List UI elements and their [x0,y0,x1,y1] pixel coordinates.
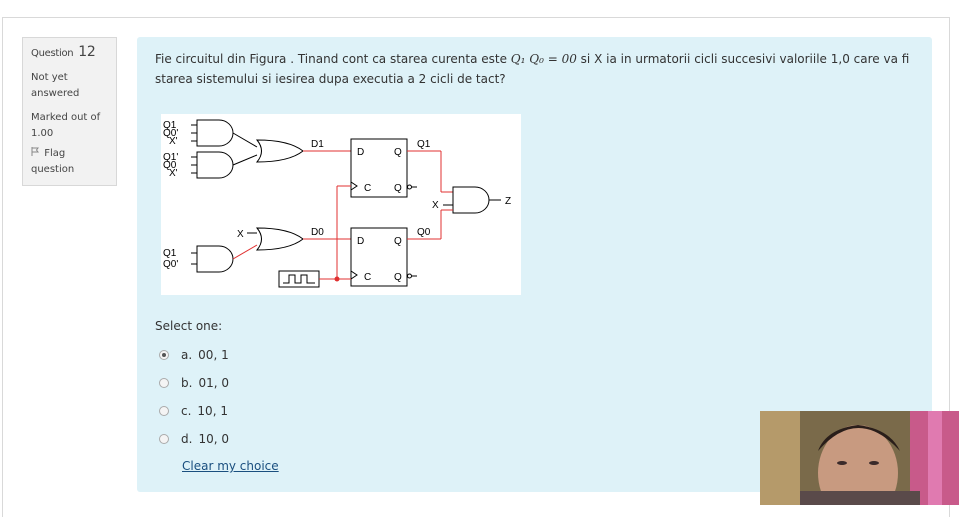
answer-text: 10, 1 [197,404,228,418]
ff0-c-label: C [364,272,371,283]
or-gate-1: D1 [255,139,351,163]
question-label: Question [31,48,74,59]
answer-radio[interactable] [159,350,169,360]
question-number-value: 12 [78,44,96,60]
gate1-input-1: Q1 [163,120,177,131]
question-text-part1: Fie circuitul din Figura . Tinand cont c… [155,52,511,66]
answer-option-a[interactable]: a. 00, 1 [159,341,229,369]
ff0-qbar-label: Q [394,272,402,283]
answer-option-b[interactable]: b. 01, 0 [159,369,229,397]
answer-letter: b. [181,376,193,390]
and-gate-z: X Z [432,186,511,214]
z-gate-x-label: X [432,200,439,211]
gate1-input-3: X' [169,136,178,147]
d0-label: D0 [311,227,324,238]
question-text: Fie circuitul din Figura . Tinand cont c… [155,49,925,89]
gate3-input-1: Q1 [163,248,177,259]
answer-option-d[interactable]: d. 10, 0 [159,425,229,453]
gate2-input-3: X' [169,168,178,179]
ff1-d-label: D [357,147,364,158]
answer-text: 01, 0 [198,376,229,390]
d1-label: D1 [311,139,324,150]
ff1-qbar-label: Q [394,183,402,194]
question-status: Not yet answered [31,72,80,99]
answer-option-c[interactable]: c. 10, 1 [159,397,229,425]
clock-source [278,185,351,288]
or-gate-2: X D0 [237,227,351,251]
question-number: Question 12 [31,44,108,62]
and-gate-3: Q1 Q0' [163,244,258,273]
z-output-label: Z [505,196,511,207]
answer-letter: d. [181,432,193,446]
question-math: Q₁ Q₀ = 00 [510,52,577,66]
question-text-part2: si X ia in urmatorii cicli succesivi val… [155,52,910,86]
clear-choice-link[interactable]: Clear my choice [182,459,279,473]
gate1-input-2: Q0' [163,128,178,139]
question-info-panel: Question 12 Not yet answered Marked out … [22,37,117,186]
answer-text: 00, 1 [198,348,229,362]
answer-radio[interactable] [159,378,169,388]
webcam-overlay [760,411,959,505]
and-gate-2: Q1' Q0 X' [163,151,258,179]
gate3-input-2: Q0' [163,259,178,270]
q0-output-label: Q0 [417,227,431,238]
gate2-input-1: Q1' [163,152,178,163]
ff1-c-label: C [364,183,371,194]
gate2-input-2: Q0 [163,160,177,171]
flip-flop-1: D Q C Q Q1 [350,138,453,198]
ff0-q-label: Q [394,236,402,247]
ff0-d-label: D [357,236,364,247]
answer-radio[interactable] [159,434,169,444]
flag-question-label: Flag question [31,148,75,175]
q1-output-label: Q1 [417,139,431,150]
answer-letter: a. [181,348,193,362]
answer-options: a. 00, 1 b. 01, 0 c. 10, 1 d. 10, 0 [159,341,229,453]
ff1-q-label: Q [394,147,402,158]
question-marks: Marked out of 1.00 [31,112,101,139]
flag-icon [31,146,41,162]
select-one-prompt: Select one: [155,319,223,333]
flip-flop-0: D Q C Q Q0 [350,209,453,287]
answer-letter: c. [181,404,192,418]
and-gate-1: Q1 Q0' X' [163,119,258,148]
flag-question-button[interactable]: Flag question [31,146,108,178]
answer-radio[interactable] [159,406,169,416]
circuit-diagram: Q1 Q0' X' Q1' Q0 X' D1 [161,114,521,295]
or2-x-label: X [237,229,244,240]
answer-text: 10, 0 [198,432,229,446]
question-frame [2,17,950,517]
